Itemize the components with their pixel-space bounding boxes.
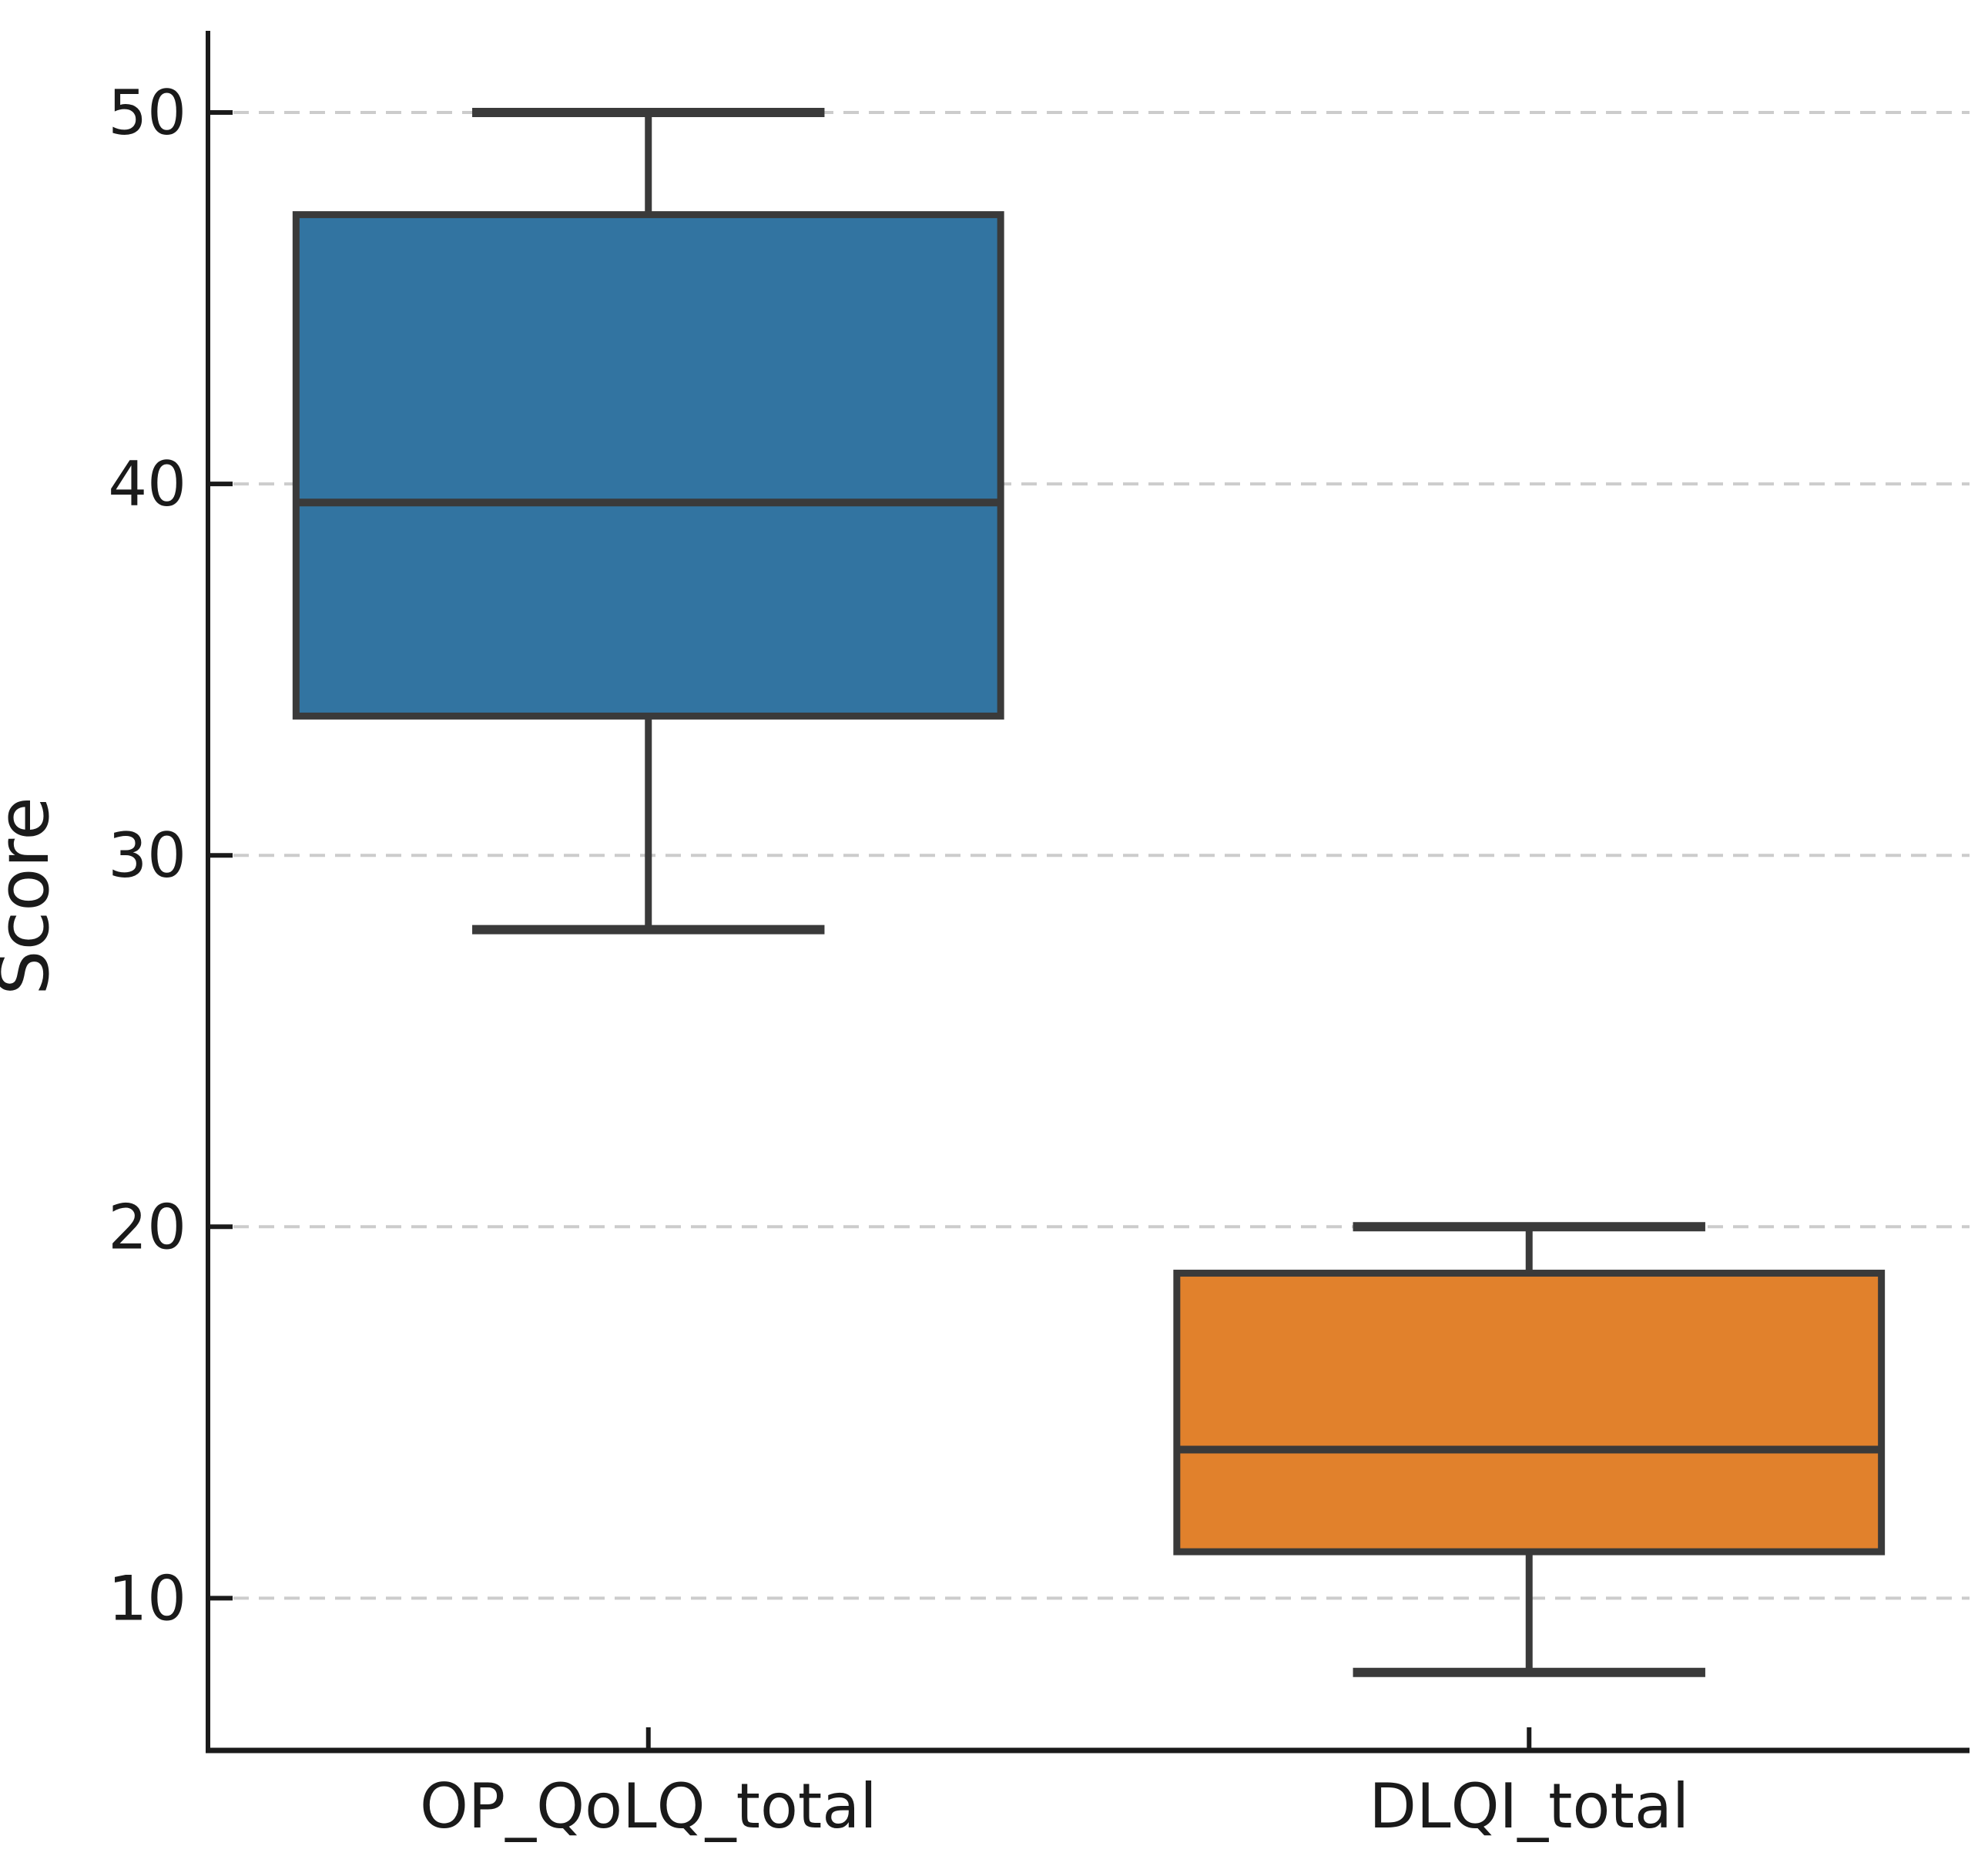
y-tick-label: 20 — [108, 1191, 186, 1263]
axis-layer: 10 20 30 40 50 OP_QoLQ_total DLQI_total — [108, 31, 1970, 1842]
box-layer — [292, 108, 1886, 1677]
box-group-DLQI_total — [1173, 1222, 1886, 1677]
y-tick-label: 10 — [108, 1562, 186, 1634]
y-tick-label: 50 — [108, 77, 186, 149]
box-group-OP_QoLQ_total — [292, 108, 1004, 935]
iqr-box — [1173, 1270, 1886, 1556]
x-tick-label: OP_QoLQ_total — [420, 1770, 877, 1842]
y-tick-label: 40 — [108, 448, 186, 520]
x-tick-label: DLQI_total — [1369, 1770, 1689, 1842]
y-axis-label: Score — [0, 797, 65, 995]
iqr-box — [292, 211, 1004, 720]
y-tick-label: 30 — [108, 820, 186, 891]
